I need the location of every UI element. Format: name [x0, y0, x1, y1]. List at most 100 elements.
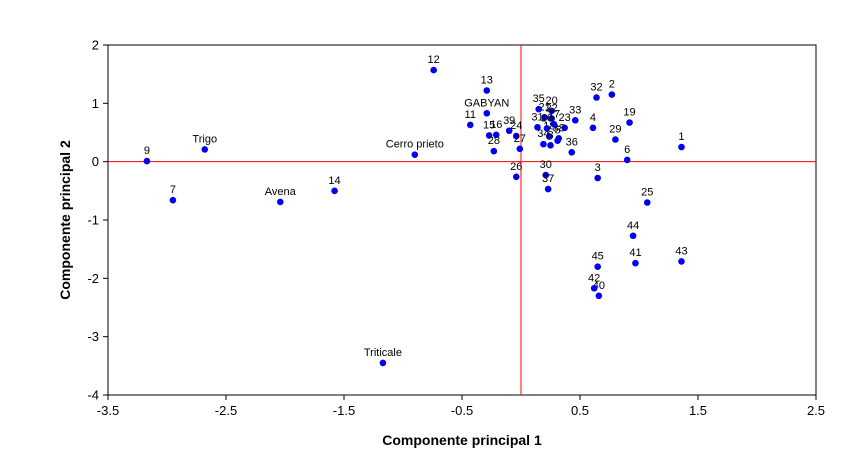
x-tick-label: 2.5	[807, 403, 825, 418]
point-label: Avena	[265, 186, 297, 198]
point-label: 11	[465, 109, 476, 121]
point-label: 8	[547, 129, 553, 141]
data-point	[490, 147, 498, 155]
data-point	[543, 125, 551, 132]
point-label: GABYAN	[464, 97, 509, 109]
data-point	[505, 127, 513, 135]
data-point	[534, 123, 541, 131]
y-tick-label: -3	[87, 329, 99, 344]
data-point	[594, 174, 601, 182]
point-label: 23	[559, 112, 571, 124]
data-point	[594, 263, 601, 270]
point-label: 3	[595, 162, 601, 174]
data-point	[411, 151, 419, 158]
y-tick-label: -4	[87, 388, 99, 403]
point-label: 5	[555, 125, 561, 137]
point-label: 45	[592, 251, 604, 263]
point-label: 31	[531, 111, 543, 123]
data-point	[276, 198, 284, 206]
data-point	[485, 132, 493, 139]
data-point	[466, 121, 474, 129]
point-label: 25	[641, 187, 653, 199]
data-point	[542, 171, 550, 179]
data-point	[593, 94, 600, 101]
x-tick-label: 1.5	[689, 403, 707, 418]
point-label: 7	[170, 184, 176, 196]
x-tick-label: -3.5	[97, 403, 119, 418]
point-label: 37	[542, 173, 554, 185]
y-axis-title: Componente principal 2	[57, 140, 73, 300]
data-point	[632, 259, 639, 267]
point-label: 32	[590, 82, 602, 94]
point-label: 36	[566, 136, 578, 148]
x-axis-title: Componente principal 1	[382, 432, 542, 448]
point-label: 20	[546, 95, 558, 107]
data-point	[548, 115, 555, 122]
point-label: 6	[624, 144, 630, 156]
point-label: 42	[588, 272, 600, 284]
data-point	[678, 258, 685, 265]
x-tick-label: -1.5	[333, 403, 355, 418]
point-label: 2	[609, 79, 615, 91]
data-point	[554, 137, 561, 144]
x-tick-label: 0.5	[571, 403, 589, 418]
data-point	[512, 173, 520, 181]
data-point	[629, 232, 637, 240]
point-label: 4	[590, 112, 596, 124]
data-point	[590, 284, 598, 292]
data-point	[143, 157, 151, 165]
data-point	[535, 105, 542, 113]
point-label: 43	[675, 245, 687, 257]
point-label: 22	[546, 103, 558, 115]
point-label: 27	[514, 133, 526, 145]
data-point	[483, 87, 491, 94]
data-point	[379, 359, 387, 367]
data-point	[541, 114, 548, 121]
data-point	[547, 142, 554, 149]
point-label: Trigo	[192, 133, 217, 145]
data-point	[492, 131, 500, 139]
point-label: 30	[540, 159, 552, 171]
point-label: 24	[510, 120, 522, 132]
data-point	[643, 199, 651, 206]
point-label: 41	[629, 247, 641, 259]
point-label: 9	[144, 145, 150, 157]
plot-frame	[107, 44, 817, 396]
data-point	[571, 116, 579, 124]
data-point	[626, 119, 633, 126]
data-point	[550, 121, 558, 128]
point-label: Cerro prieto	[386, 139, 444, 151]
point-label: 33	[569, 104, 581, 116]
point-label: 10	[541, 112, 553, 124]
point-label: 15	[483, 119, 495, 131]
point-label: 35	[533, 93, 545, 105]
point-label: 28	[488, 135, 500, 147]
data-point	[512, 132, 520, 140]
point-label: 29	[609, 124, 621, 136]
point-label: 1	[678, 131, 684, 143]
point-label: 17	[548, 108, 560, 120]
point-label: 26	[510, 161, 522, 173]
point-label: 14	[328, 175, 340, 187]
y-tick-label: -1	[87, 213, 99, 228]
point-label: 44	[627, 220, 639, 232]
data-point	[608, 91, 616, 98]
point-label: 16	[490, 119, 502, 131]
data-point	[483, 109, 491, 117]
data-point	[612, 136, 619, 143]
data-point	[546, 133, 553, 140]
data-point	[516, 145, 524, 153]
data-point	[623, 156, 631, 164]
y-tick-label: -2	[87, 271, 99, 286]
point-label: 39	[503, 115, 515, 127]
data-point	[331, 187, 338, 195]
y-tick-label: 0	[92, 154, 99, 169]
x-tick-label: -2.5	[215, 403, 237, 418]
point-label: 19	[623, 107, 635, 119]
data-point	[540, 140, 547, 148]
data-point	[589, 124, 597, 132]
data-point	[544, 185, 552, 193]
data-point	[430, 66, 437, 74]
point-label: 12	[428, 54, 440, 66]
